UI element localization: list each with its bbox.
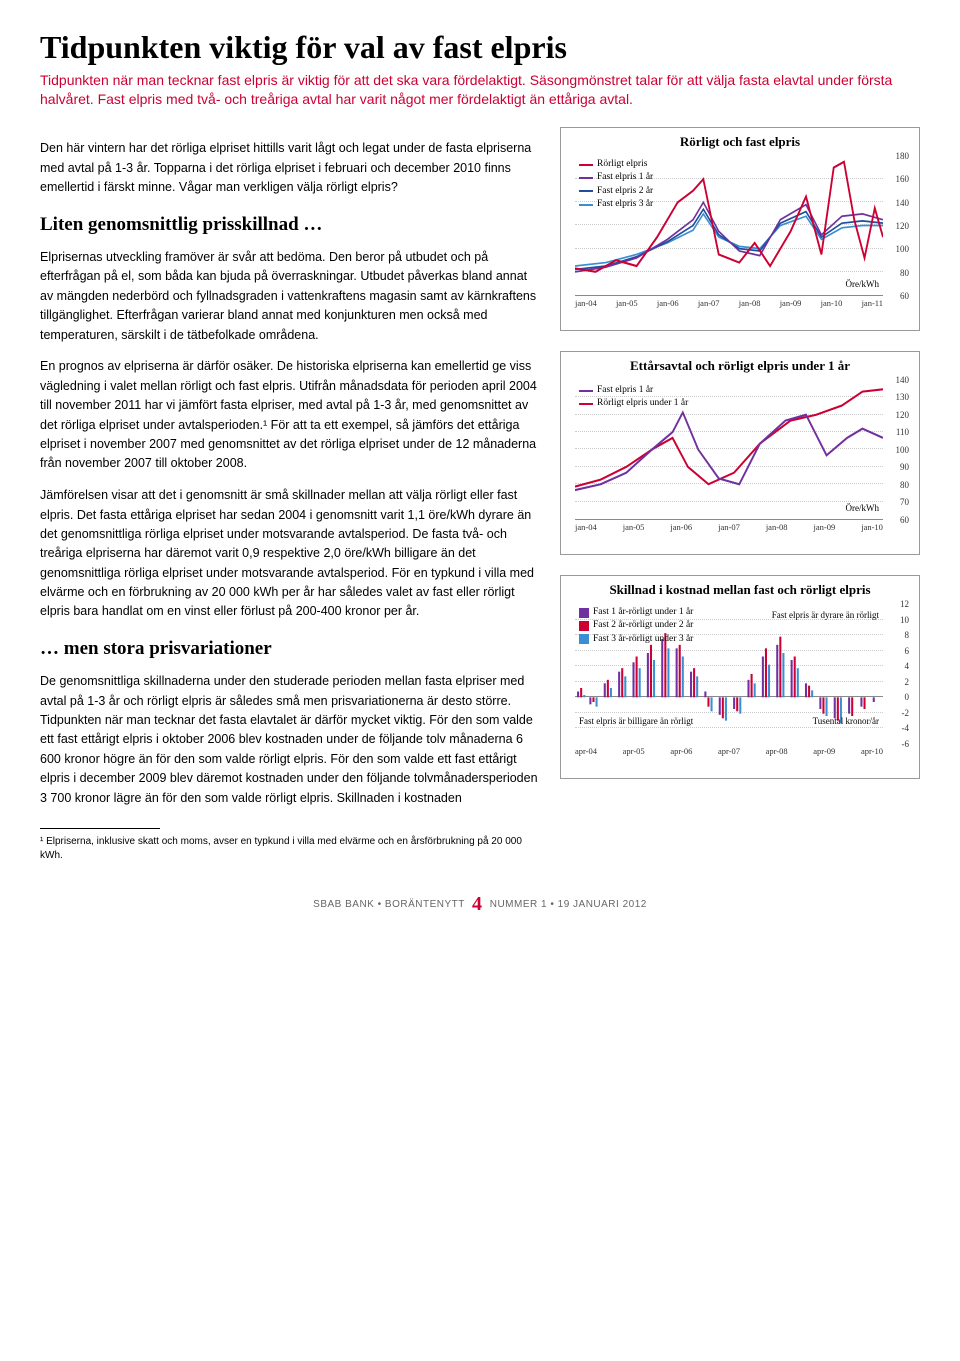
- legend-label: Rörligt elpris: [597, 158, 647, 171]
- legend-item: Fast 1 år-rörligt under 1 år: [579, 606, 693, 619]
- subheading-1: Liten genomsnittlig prisskillnad …: [40, 214, 540, 236]
- chart-rorligt-fast-elpris: Rörligt och fast elpris: [560, 127, 920, 331]
- legend-item: Rörligt elpris: [579, 158, 653, 171]
- chart3-plot: Fast 1 år-rörligt under 1 år Fast 2 år-r…: [575, 604, 883, 744]
- legend-swatch: [579, 204, 593, 206]
- paragraph-1: Den här vintern har det rörliga elpriset…: [40, 139, 540, 197]
- paragraph-3: En prognos av elpriserna är därför osäke…: [40, 357, 540, 473]
- lead-paragraph: Tidpunkten när man tecknar fast elpris ä…: [40, 71, 920, 109]
- chart3-legend: Fast 1 år-rörligt under 1 år Fast 2 år-r…: [579, 606, 693, 646]
- legend-item: Fast elpris 1 år: [579, 171, 653, 184]
- page-title: Tidpunkten viktig för val av fast elpris: [40, 30, 920, 65]
- legend-item: Fast elpris 3 år: [579, 198, 653, 211]
- chart3-title: Skillnad i kostnad mellan fast och rörli…: [569, 582, 911, 598]
- legend-label: Fast 1 år-rörligt under 1 år: [593, 606, 693, 619]
- legend-label: Fast elpris 2 år: [597, 185, 653, 198]
- legend-swatch: [579, 403, 593, 405]
- chart1-title: Rörligt och fast elpris: [569, 134, 911, 150]
- chart1-body: Rörligt elpris Fast elpris 1 år Fast elp…: [569, 152, 911, 312]
- chart1-unit: Öre/kWh: [846, 279, 880, 289]
- chart1-plot: Rörligt elpris Fast elpris 1 år Fast elp…: [575, 156, 883, 296]
- legend-swatch: [579, 608, 589, 618]
- chart1-legend: Rörligt elpris Fast elpris 1 år Fast elp…: [579, 158, 653, 211]
- chart2-plot: Fast elpris 1 år Rörligt elpris under 1 …: [575, 380, 883, 520]
- legend-label: Rörligt elpris under 1 år: [597, 397, 688, 410]
- footnote: ¹ Elpriserna, inklusive skatt och moms, …: [40, 835, 540, 863]
- legend-label: Fast elpris 3 år: [597, 198, 653, 211]
- legend-swatch: [579, 634, 589, 644]
- chart-skillnad-kostnad: Skillnad i kostnad mellan fast och rörli…: [560, 575, 920, 779]
- legend-swatch: [579, 177, 593, 179]
- chart2-yticks: 140 130 120 110 100 90 80 70 60: [885, 380, 909, 520]
- footer-right: NUMMER 1 • 19 JANUARI 2012: [490, 899, 647, 910]
- chart3-body: Fast 1 år-rörligt under 1 år Fast 2 år-r…: [569, 600, 911, 760]
- chart3-unit: Tusental kronor/år: [813, 716, 879, 726]
- legend-item: Fast elpris 1 år: [579, 384, 688, 397]
- chart3-xticks: apr-04 apr-05 apr-06 apr-07 apr-08 apr-0…: [575, 746, 883, 760]
- chart2-title: Ettårsavtal och rörligt elpris under 1 å…: [569, 358, 911, 374]
- legend-item: Fast 2 år-rörligt under 2 år: [579, 619, 693, 632]
- right-column: Rörligt och fast elpris: [560, 127, 920, 863]
- legend-label: Fast elpris 1 år: [597, 171, 653, 184]
- subheading-2: … men stora prisvariationer: [40, 638, 540, 660]
- legend-label: Fast elpris 1 år: [597, 384, 653, 397]
- legend-swatch: [579, 190, 593, 192]
- two-column-layout: Den här vintern har det rörliga elpriset…: [40, 127, 920, 863]
- chart2-body: Fast elpris 1 år Rörligt elpris under 1 …: [569, 376, 911, 536]
- legend-swatch: [579, 621, 589, 631]
- chart3-ann-top: Fast elpris är dyrare än rörligt: [772, 610, 879, 620]
- footnote-rule: [40, 828, 160, 829]
- bar-group: [577, 633, 875, 723]
- paragraph-4: Jämförelsen visar att det i genomsnitt ä…: [40, 486, 540, 622]
- legend-swatch: [579, 390, 593, 392]
- footer-page-number: 4: [472, 893, 483, 916]
- chart2-unit: Öre/kWh: [846, 503, 880, 513]
- paragraph-2: Elprisernas utveckling framöver är svår …: [40, 248, 540, 345]
- footer-left: SBAB BANK • BORÄNTENYTT: [313, 899, 465, 910]
- chart3-ann-bottom: Fast elpris är billigare än rörligt: [579, 716, 693, 726]
- paragraph-5: De genomsnittliga skillnaderna under den…: [40, 672, 540, 808]
- legend-item: Fast elpris 2 år: [579, 185, 653, 198]
- page-footer: SBAB BANK • BORÄNTENYTT 4 NUMMER 1 • 19 …: [40, 893, 920, 916]
- legend-swatch: [579, 164, 593, 166]
- left-column: Den här vintern har det rörliga elpriset…: [40, 127, 540, 863]
- chart1-yticks: 180 160 140 120 100 80 60: [885, 156, 909, 296]
- chart1-xticks: jan-04 jan-05 jan-06 jan-07 jan-08 jan-0…: [575, 298, 883, 312]
- legend-item: Fast 3 år-rörligt under 3 år: [579, 633, 693, 646]
- chart-ettarsavtal: Ettårsavtal och rörligt elpris under 1 å…: [560, 351, 920, 555]
- chart2-xticks: jan-04 jan-05 jan-06 jan-07 jan-08 jan-0…: [575, 522, 883, 536]
- legend-label: Fast 2 år-rörligt under 2 år: [593, 619, 693, 632]
- legend-label: Fast 3 år-rörligt under 3 år: [593, 633, 693, 646]
- chart3-yticks: 12 10 8 6 4 2 0 -2 -4 -6: [885, 604, 909, 744]
- legend-item: Rörligt elpris under 1 år: [579, 397, 688, 410]
- chart2-legend: Fast elpris 1 år Rörligt elpris under 1 …: [579, 384, 688, 411]
